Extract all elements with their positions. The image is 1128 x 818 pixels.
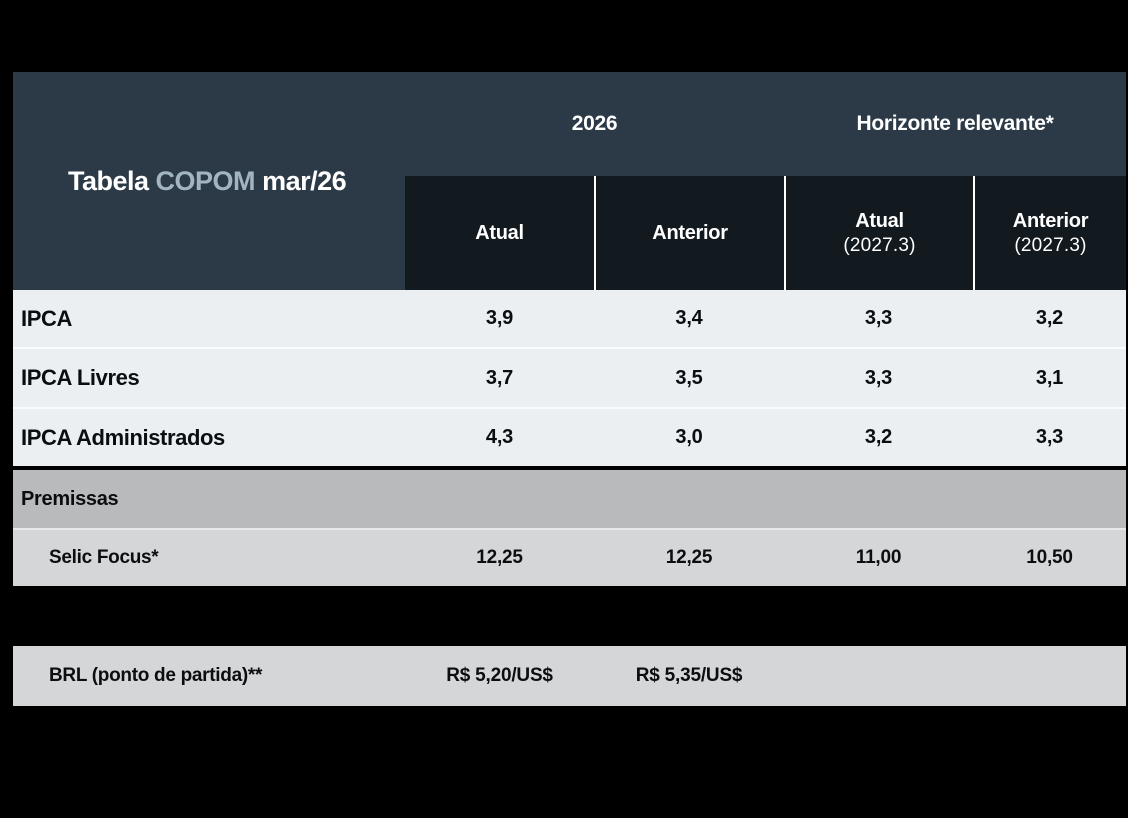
cell-value: R$ 5,20/US$ bbox=[446, 665, 553, 686]
cell-value: 3,3 bbox=[1035, 426, 1064, 448]
cell-value: 4,3 bbox=[485, 426, 514, 448]
column-header-label: Atual bbox=[855, 209, 904, 232]
column-header-label: Atual bbox=[475, 221, 524, 244]
group-header-horizonte-relevante: Horizonte relevante* bbox=[856, 112, 1054, 135]
column-header-sublabel: (2027.3) bbox=[1014, 234, 1087, 256]
cell-value: 3,3 bbox=[864, 366, 893, 389]
title-part-copom: COPOM bbox=[155, 165, 256, 196]
section-label: Premissas bbox=[21, 487, 119, 510]
column-header-label: Anterior bbox=[652, 221, 728, 244]
row-label: IPCA Livres bbox=[21, 365, 140, 390]
cell-value: 12,25 bbox=[476, 547, 523, 568]
section-header-premissas: Premissas bbox=[13, 470, 1126, 528]
group-header-2026: 2026 bbox=[571, 112, 618, 135]
column-header-sublabel: (2027.3) bbox=[843, 234, 916, 256]
cell-value: 3,9 bbox=[485, 307, 514, 329]
cell-value: 3,2 bbox=[1035, 307, 1064, 329]
header-right-section: 2026 Horizonte relevante* Atual Anterior… bbox=[405, 72, 1126, 290]
cell-value: 3,7 bbox=[485, 366, 514, 389]
table-row-ipca: IPCA 3,9 3,4 3,3 3,2 bbox=[13, 290, 1126, 347]
column-header-anterior-2027: Anterior (2027.3) bbox=[973, 176, 1126, 290]
column-header-row: Atual Anterior Atual (2027.3) Anterior (… bbox=[405, 176, 1126, 290]
cell-value: 3,3 bbox=[864, 307, 893, 329]
cell-value: R$ 5,35/US$ bbox=[635, 665, 743, 686]
row-label: BRL (ponto de partida)** bbox=[49, 665, 263, 686]
table-header: Tabela COPOM mar/26 2026 Horizonte relev… bbox=[13, 72, 1126, 290]
row-label: IPCA Administrados bbox=[21, 424, 225, 450]
cell-value: 3,5 bbox=[675, 366, 703, 389]
row-label: IPCA bbox=[21, 305, 72, 331]
cell-value: 3,2 bbox=[864, 426, 893, 448]
table-title: Tabela COPOM mar/26 bbox=[13, 72, 405, 290]
cell-value: 10,50 bbox=[1026, 547, 1073, 568]
cell-value: 11,00 bbox=[855, 547, 902, 568]
table-row-ipca-livres: IPCA Livres 3,7 3,5 3,3 3,1 bbox=[13, 347, 1126, 407]
title-part-tabela: Tabela bbox=[68, 165, 156, 196]
row-label: Selic Focus* bbox=[49, 547, 159, 568]
cell-value: 3,1 bbox=[1035, 366, 1064, 389]
column-header-atual-2026: Atual bbox=[405, 176, 594, 290]
title-part-date: mar/26 bbox=[255, 165, 347, 196]
column-header-anterior-2026: Anterior bbox=[594, 176, 784, 290]
table-row-selic-focus: Selic Focus* 12,25 12,25 11,00 10,50 bbox=[13, 528, 1126, 586]
table-row-brl-ponto-de-partida: BRL (ponto de partida)** R$ 5,20/US$ R$ … bbox=[13, 646, 1126, 706]
column-header-label: Anterior bbox=[1012, 209, 1089, 232]
cell-value: 3,4 bbox=[675, 307, 703, 329]
table-row-ipca-administrados: IPCA Administrados 4,3 3,0 3,2 3,3 bbox=[13, 407, 1126, 466]
column-group-row: 2026 Horizonte relevante* bbox=[405, 72, 1126, 176]
copom-table: Tabela COPOM mar/26 2026 Horizonte relev… bbox=[13, 72, 1126, 706]
cell-value: 12,25 bbox=[665, 547, 713, 568]
cell-value: 3,0 bbox=[675, 426, 703, 448]
column-header-atual-2027: Atual (2027.3) bbox=[784, 176, 973, 290]
